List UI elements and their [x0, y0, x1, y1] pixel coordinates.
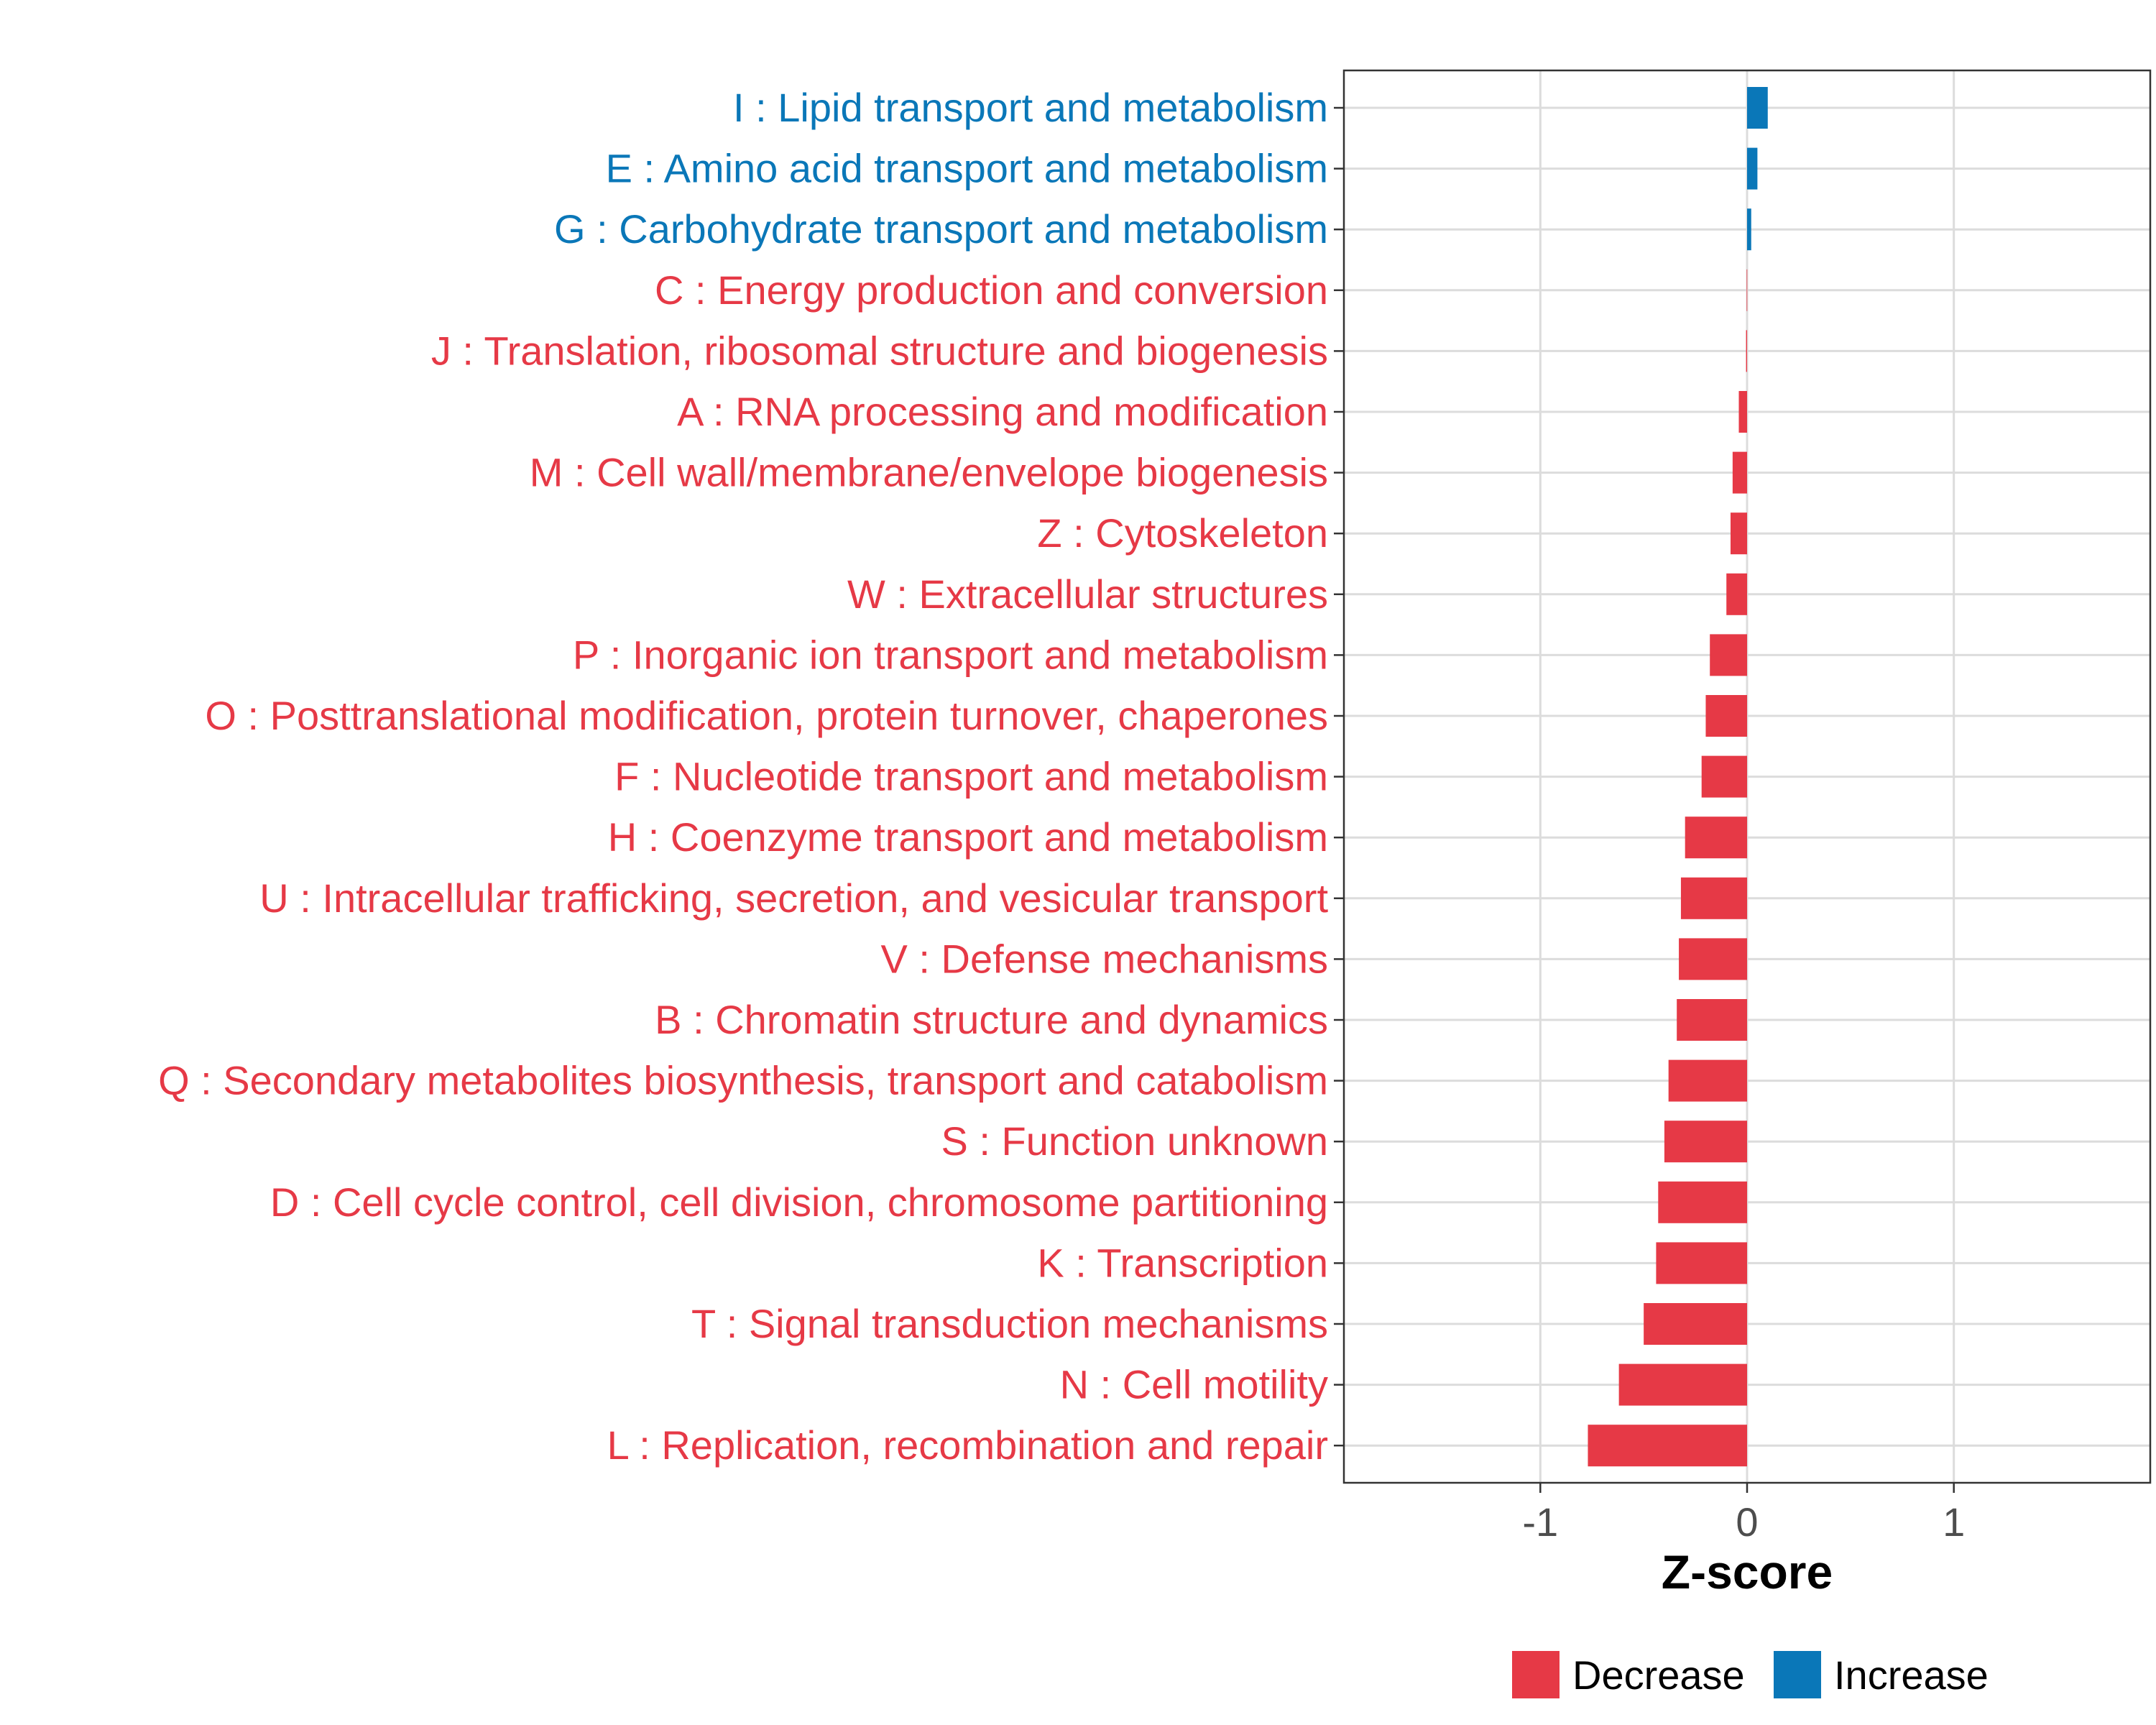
- x-axis: -1 0 1: [1522, 1483, 1965, 1545]
- y-tick-label: A : RNA processing and modification: [677, 389, 1328, 434]
- legend: Decrease Increase: [1512, 1651, 1989, 1698]
- y-tick-label: W : Extracellular structures: [847, 571, 1328, 617]
- y-tick-label: U : Intracellular trafficking, secretion…: [259, 875, 1328, 921]
- bar: [1705, 695, 1747, 737]
- y-tick-label: C : Energy production and conversion: [655, 267, 1328, 313]
- bar: [1677, 999, 1747, 1041]
- y-tick-label: F : Nucleotide transport and metabolism: [614, 754, 1328, 799]
- bar: [1730, 512, 1747, 555]
- y-tick-label: E : Amino acid transport and metabolism: [606, 146, 1328, 191]
- y-tick-label: O : Posttranslational modification, prot…: [205, 693, 1328, 738]
- bar: [1747, 147, 1758, 190]
- bar: [1679, 938, 1747, 980]
- bar: [1668, 1059, 1747, 1102]
- legend-label-increase: Increase: [1834, 1652, 1989, 1698]
- y-tick-label: P : Inorganic ion transport and metaboli…: [573, 632, 1328, 677]
- legend-label-decrease: Decrease: [1572, 1652, 1745, 1698]
- bar: [1747, 208, 1751, 251]
- bar: [1588, 1425, 1747, 1467]
- y-tick-label: G : Carbohydrate transport and metabolis…: [554, 206, 1328, 252]
- y-tick-label: Q : Secondary metabolites biosynthesis, …: [158, 1058, 1328, 1103]
- bar: [1680, 877, 1747, 919]
- bar: [1644, 1303, 1747, 1345]
- y-tick-label: I : Lipid transport and metabolism: [733, 85, 1328, 130]
- bars: [1588, 87, 1768, 1467]
- bar: [1701, 755, 1747, 798]
- bar: [1685, 816, 1747, 859]
- x-tick-label: -1: [1522, 1499, 1558, 1545]
- y-tick-label: H : Coenzyme transport and metabolism: [608, 814, 1328, 860]
- bar: [1746, 269, 1748, 311]
- bar: [1732, 451, 1747, 494]
- bar: [1656, 1242, 1747, 1284]
- legend-swatch-decrease: [1512, 1651, 1560, 1698]
- y-tick-label: D : Cell cycle control, cell division, c…: [270, 1179, 1328, 1225]
- y-tick-label: K : Transcription: [1037, 1240, 1328, 1285]
- bar: [1618, 1363, 1747, 1406]
- y-tick-label: S : Function unknown: [941, 1118, 1328, 1164]
- bar: [1746, 330, 1747, 372]
- y-tick-label: V : Defense mechanisms: [881, 936, 1328, 981]
- y-tick-label: B : Chromatin structure and dynamics: [655, 997, 1328, 1042]
- y-tick-label: Z : Cytoskeleton: [1037, 510, 1328, 556]
- bar: [1726, 573, 1747, 615]
- x-tick-label: 1: [1943, 1499, 1965, 1545]
- bar: [1664, 1121, 1747, 1163]
- legend-swatch-increase: [1774, 1651, 1821, 1698]
- bar: [1658, 1181, 1747, 1223]
- y-tick-label: L : Replication, recombination and repai…: [607, 1422, 1328, 1468]
- bar: [1738, 391, 1747, 433]
- x-axis-title: Z-score: [1662, 1545, 1833, 1598]
- y-axis: I : Lipid transport and metabolism E : Am…: [158, 85, 1344, 1468]
- y-tick-label: J : Translation, ribosomal structure and…: [431, 328, 1328, 373]
- x-tick-label: 0: [1736, 1499, 1758, 1545]
- y-tick-label: N : Cell motility: [1060, 1362, 1328, 1407]
- bar: [1710, 634, 1747, 676]
- y-tick-label: M : Cell wall/membrane/envelope biogenes…: [530, 450, 1328, 495]
- bar: [1747, 87, 1768, 129]
- y-tick-label: T : Signal transduction mechanisms: [691, 1301, 1328, 1346]
